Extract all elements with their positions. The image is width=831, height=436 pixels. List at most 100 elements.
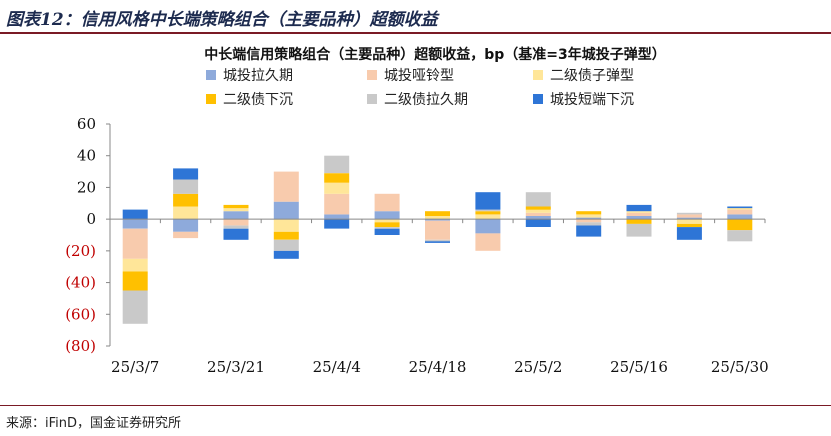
legend-swatch [367,70,377,80]
bar-segment [273,239,299,251]
bar-segment [223,204,249,209]
legend-label: 二级债下沉 [223,92,293,108]
bar-segment [676,223,702,228]
bar-segment [576,217,602,220]
bar-segment [525,216,551,220]
legend-swatch [533,94,543,104]
bar-segment [173,168,199,180]
bar-segment [173,193,199,207]
y-tick-label: 20 [77,178,96,196]
bar-segment [273,250,299,259]
bar-segment [626,204,652,212]
stacked-bar-chart: 中长端信用策略组合（主要品种）超额收益，bp（基准=3年城投子弹型） 城投拉久期… [65,46,769,376]
bar-segment [525,212,551,216]
bar-segment [576,219,602,223]
bar-segment [727,230,753,242]
bar-segment [173,219,199,232]
bar-segment [475,211,501,215]
bar-segment [676,214,702,218]
y-tick-label: 0 [86,210,96,228]
bar-segment [425,241,450,243]
bar-segment [122,290,148,324]
bars [122,155,753,324]
bar-segment [324,182,350,194]
axes: (80) (60) (40) (20) 0 20 40 60 25/3/7 25/3/21 25/4… [65,115,769,376]
bar-segment [122,209,148,220]
legend-label: 城投哑铃型 [384,68,454,84]
bar-segment [475,214,501,220]
bar-segment [122,271,148,291]
bar-segment [223,228,249,240]
x-tick-label: 25/5/16 [610,358,668,376]
footer-divider [0,405,831,406]
bar-segment [425,220,450,240]
bar-segment [676,227,702,240]
bar-segment [223,225,249,229]
bar-segment [374,227,400,229]
bar-segment [425,211,450,216]
bar-segment [727,206,753,209]
x-tick-label: 25/3/7 [111,358,159,376]
bar-segment [626,219,652,224]
bar-segment [727,219,753,231]
bar-segment [223,208,249,212]
x-tick-label: 25/5/2 [514,358,562,376]
bar-segment [273,201,299,220]
y-tick-label: 40 [77,147,96,165]
bar-segment [676,212,702,215]
x-tick-label: 25/4/4 [313,358,361,376]
y-tick-label: (40) [65,274,96,292]
bar-segment [324,173,350,183]
legend-swatch [533,70,543,80]
bar-segment [374,211,400,220]
bar-segment [324,155,350,174]
x-tick-label: 25/3/21 [207,358,265,376]
y-tick-label: (80) [65,337,96,355]
bar-segment [122,228,148,259]
y-tick-label: (60) [65,305,96,323]
bar-segment [324,193,350,215]
x-tick-label: 25/5/30 [711,358,769,376]
bar-segment [576,222,602,226]
bar-segment [727,214,753,220]
legend-label: 城投拉久期 [223,68,293,84]
bar-segment [676,219,702,224]
bar-segment [273,231,299,240]
legend-label: 二级债子弹型 [550,68,634,84]
bar-segment [727,208,753,210]
chart-title: 中长端信用策略组合（主要品种）超额收益，bp（基准=3年城投子弹型） [204,46,666,63]
bar-segment [273,219,299,232]
bar-segment [122,258,148,272]
bar-segment [223,211,249,220]
bar-segment [676,217,702,220]
legend-label: 二级债拉久期 [384,92,468,108]
bar-segment [525,206,551,210]
legend-swatch [367,94,377,104]
bar-segment [273,171,299,202]
bar-segment [173,206,199,220]
y-tick-label: 60 [77,115,96,133]
legend-swatch [206,94,216,104]
bar-segment [173,179,199,194]
bar-segment [525,192,551,207]
bar-segment [374,222,400,228]
bar-segment [425,219,450,221]
bar-segment [525,219,551,227]
bar-segment [626,216,652,220]
bar-segment [374,193,400,212]
bar-segment [223,219,249,226]
bar-segment [425,216,450,220]
bar-segment [576,211,602,215]
legend-label: 城投短端下沉 [550,92,634,108]
bar-segment [374,219,400,223]
figure-title: 图表12：信用风格中长端策略组合（主要品种）超额收益 [6,10,438,30]
bar-segment [576,225,602,237]
bar-segment [576,214,602,218]
legend-swatch [206,70,216,80]
bar-segment [626,211,652,213]
bar-segment [324,214,350,220]
bar-segment [425,239,450,242]
source-note: 来源：iFinD，国金证券研究所 [6,416,182,431]
bar-segment [475,233,501,251]
